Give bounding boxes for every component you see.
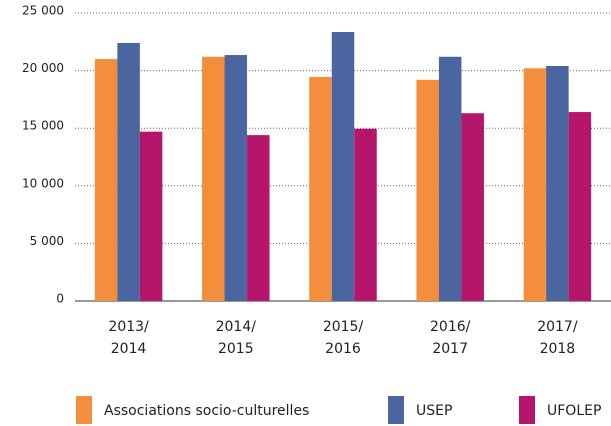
y-tick-label: 20 000	[22, 61, 64, 75]
x-tick-label: 2013/ 2014	[108, 319, 149, 357]
x-tick-label: 2016/ 2017	[430, 319, 471, 357]
bar	[461, 113, 484, 301]
x-tick-label: 2017/ 2018	[537, 319, 578, 357]
bar	[568, 112, 592, 302]
y-tick-label: 25 000	[22, 4, 64, 18]
bar	[224, 55, 248, 301]
bar	[354, 128, 377, 301]
x-tick-label: 2014/ 2015	[215, 319, 256, 357]
legend-label: USEP	[416, 403, 452, 419]
bar	[94, 59, 118, 301]
y-tick-label: 5 000	[30, 234, 64, 248]
bar	[331, 32, 355, 302]
x-tick-label: 2015/ 2016	[322, 319, 364, 357]
legend-swatch	[519, 396, 535, 424]
bar	[416, 79, 439, 301]
y-tick-label: 10 000	[22, 176, 64, 190]
bar	[438, 56, 462, 301]
legend-swatch	[76, 396, 92, 424]
bar	[309, 76, 332, 301]
legend-swatch	[388, 396, 404, 424]
legend-label: UFOLEP	[547, 403, 601, 419]
bar	[523, 68, 547, 302]
bar	[202, 56, 225, 301]
legend-label: Associations socio-culturelles	[104, 403, 309, 419]
bar	[247, 135, 270, 301]
y-tick-label: 0	[56, 292, 64, 306]
bar	[139, 131, 163, 301]
bar	[117, 42, 140, 302]
bar	[546, 65, 569, 301]
y-tick-label: 15 000	[22, 119, 64, 133]
